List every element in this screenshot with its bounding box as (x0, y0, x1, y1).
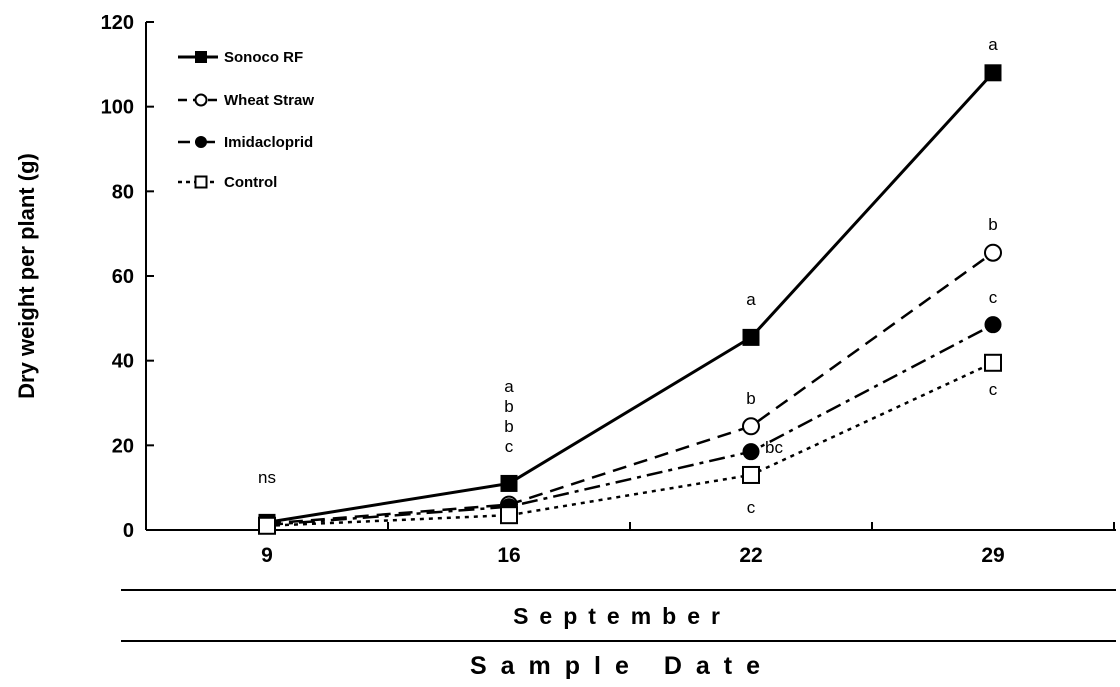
legend-marker-imidacloprid (195, 136, 207, 148)
data-point-wheat-straw (742, 417, 760, 436)
data-point-wheat-straw (984, 243, 1002, 262)
significance-label: b (746, 389, 755, 408)
significance-label: ns (258, 468, 276, 487)
significance-label: a (746, 290, 756, 309)
y-tick-label: 120 (101, 12, 134, 34)
legend-label-wheat-straw: Wheat Straw (224, 92, 314, 109)
y-tick-label: 80 (112, 181, 134, 203)
legend-label-control: Control (224, 174, 277, 191)
legend-label-imidacloprid: Imidacloprid (224, 134, 313, 151)
y-tick-label: 0 (123, 520, 134, 542)
y-tick-label: 20 (112, 435, 134, 457)
y-tick-label: 100 (101, 97, 134, 119)
significance-label: b (504, 397, 513, 416)
x-tick-label: 9 (261, 544, 273, 567)
x-axis-month-label: September (513, 603, 731, 629)
y-axis-title: Dry weight per plant (g) (14, 153, 39, 399)
significance-label: c (989, 288, 998, 307)
y-tick-label: 40 (112, 351, 134, 373)
y-tick-label: 60 (112, 266, 134, 288)
significance-label: c (747, 498, 756, 517)
significance-label: a (988, 35, 998, 54)
significance-label: c (989, 380, 998, 399)
significance-label: c (505, 437, 514, 456)
x-tick-label: 29 (981, 544, 1004, 567)
series-line-wheat-straw (266, 251, 994, 525)
series-line-control (266, 361, 994, 528)
x-axis-title: Sample Date (470, 652, 774, 680)
significance-label: b (504, 417, 513, 436)
legend-label-sonoco-rf: Sonoco RF (224, 49, 303, 66)
legend-marker-sonoco-rf (195, 51, 207, 63)
data-point-sonoco-rf (500, 474, 518, 492)
significance-label: bc (765, 438, 783, 457)
data-point-control (742, 465, 760, 484)
significance-label: a (504, 377, 514, 396)
data-point-imidacloprid (984, 316, 1002, 334)
x-tick-label: 16 (497, 544, 520, 567)
legend-marker-wheat-straw (194, 93, 208, 107)
data-point-sonoco-rf (742, 328, 760, 346)
legend-marker-control (194, 175, 208, 189)
data-point-control (500, 506, 518, 525)
series-line-sonoco-rf (266, 71, 995, 524)
data-point-sonoco-rf (984, 64, 1002, 82)
data-point-imidacloprid (742, 443, 760, 461)
significance-label: b (988, 215, 997, 234)
series-line-imidacloprid (266, 323, 994, 527)
x-tick-label: 22 (739, 544, 762, 567)
data-point-control (984, 353, 1002, 372)
data-point-control (258, 516, 276, 535)
